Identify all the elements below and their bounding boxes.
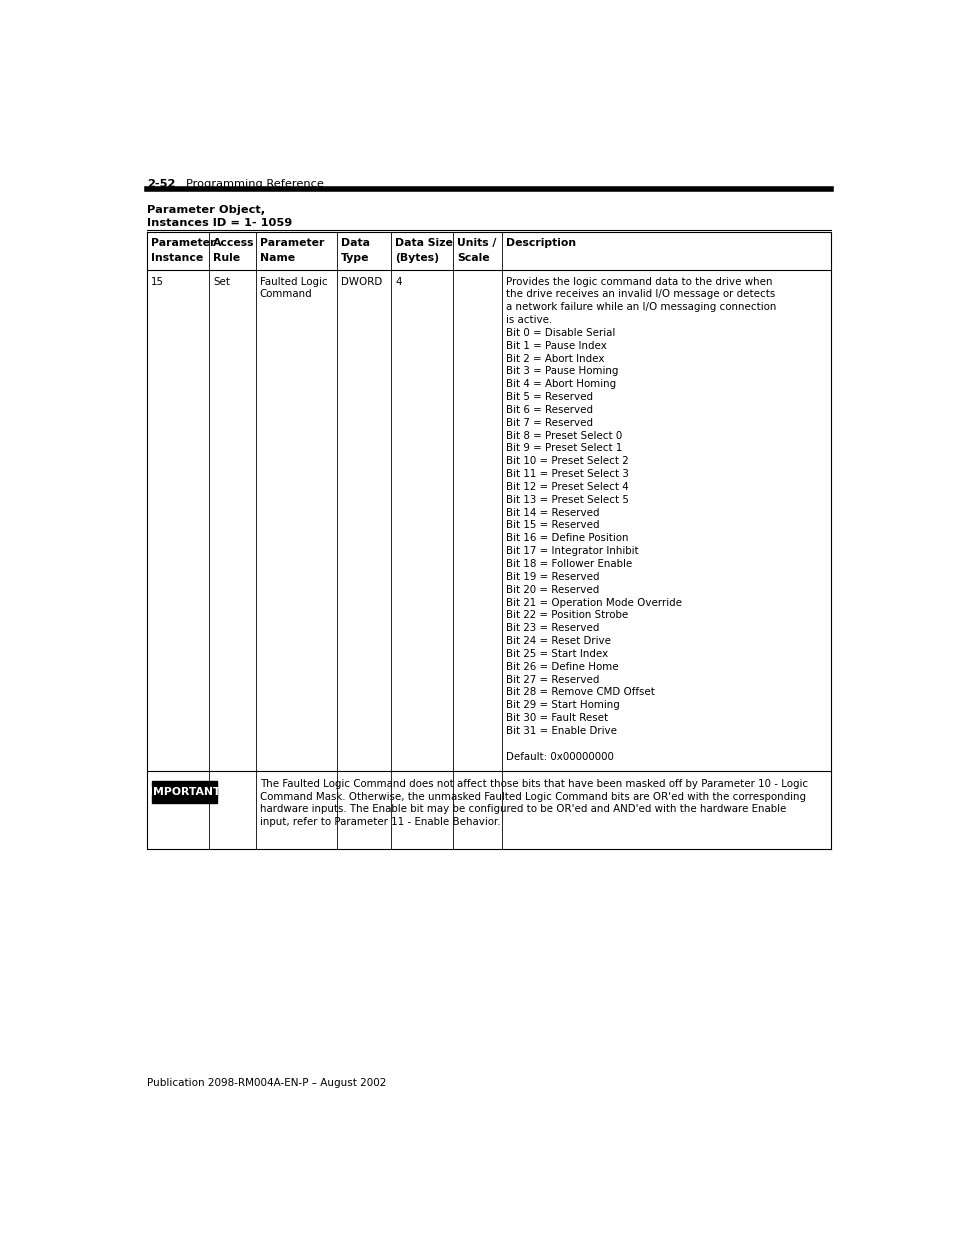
Text: Publication 2098-RM004A-EN-P – August 2002: Publication 2098-RM004A-EN-P – August 20… (147, 1078, 386, 1088)
Text: is active.: is active. (505, 315, 552, 325)
Text: Bit 29 = Start Homing: Bit 29 = Start Homing (505, 700, 619, 710)
Text: Parameter: Parameter (259, 237, 324, 247)
Text: Bit 16 = Define Position: Bit 16 = Define Position (505, 534, 628, 543)
Text: Bit 27 = Reserved: Bit 27 = Reserved (505, 674, 598, 684)
Text: 4: 4 (395, 277, 401, 287)
Text: the drive receives an invalid I/O message or detects: the drive receives an invalid I/O messag… (505, 289, 775, 299)
Text: Bit 30 = Fault Reset: Bit 30 = Fault Reset (505, 713, 607, 722)
Text: Bit 24 = Reset Drive: Bit 24 = Reset Drive (505, 636, 610, 646)
Text: Rule: Rule (213, 253, 240, 263)
Text: Instance: Instance (151, 253, 203, 263)
Text: Command Mask. Otherwise, the unmasked Faulted Logic Command bits are OR'ed with : Command Mask. Otherwise, the unmasked Fa… (259, 792, 805, 802)
Text: Bit 1 = Pause Index: Bit 1 = Pause Index (505, 341, 606, 351)
Text: Bit 13 = Preset Select 5: Bit 13 = Preset Select 5 (505, 495, 628, 505)
Text: Bit 20 = Reserved: Bit 20 = Reserved (505, 584, 598, 595)
Text: Bit 8 = Preset Select 0: Bit 8 = Preset Select 0 (505, 431, 621, 441)
Text: IMPORTANT: IMPORTANT (149, 787, 220, 797)
Text: Name: Name (259, 253, 294, 263)
Text: Access: Access (213, 237, 254, 247)
Text: Units /: Units / (456, 237, 496, 247)
Text: Bit 11 = Preset Select 3: Bit 11 = Preset Select 3 (505, 469, 628, 479)
Text: Command: Command (259, 289, 312, 299)
Text: Bit 9 = Preset Select 1: Bit 9 = Preset Select 1 (505, 443, 621, 453)
Text: (Bytes): (Bytes) (395, 253, 438, 263)
Text: a network failure while an I/O messaging connection: a network failure while an I/O messaging… (505, 303, 776, 312)
Text: Bit 6 = Reserved: Bit 6 = Reserved (505, 405, 593, 415)
Text: Parameter: Parameter (151, 237, 215, 247)
Text: The Faulted Logic Command does not affect those bits that have been masked off b: The Faulted Logic Command does not affec… (259, 779, 807, 789)
Text: Scale: Scale (456, 253, 489, 263)
Text: Data: Data (341, 237, 370, 247)
Text: Bit 15 = Reserved: Bit 15 = Reserved (505, 520, 598, 531)
Text: Bit 10 = Preset Select 2: Bit 10 = Preset Select 2 (505, 456, 628, 467)
Text: Instances ID = 1- 1059: Instances ID = 1- 1059 (147, 217, 293, 227)
Text: Bit 0 = Disable Serial: Bit 0 = Disable Serial (505, 329, 615, 338)
Text: Bit 17 = Integrator Inhibit: Bit 17 = Integrator Inhibit (505, 546, 638, 556)
Text: 15: 15 (151, 277, 164, 287)
Text: Bit 12 = Preset Select 4: Bit 12 = Preset Select 4 (505, 482, 628, 492)
Text: Default: 0x00000000: Default: 0x00000000 (505, 752, 613, 762)
Text: Bit 19 = Reserved: Bit 19 = Reserved (505, 572, 598, 582)
Text: Bit 31 = Enable Drive: Bit 31 = Enable Drive (505, 726, 617, 736)
Text: Bit 7 = Reserved: Bit 7 = Reserved (505, 417, 593, 427)
Text: Bit 21 = Operation Mode Override: Bit 21 = Operation Mode Override (505, 598, 681, 608)
Text: Programming Reference: Programming Reference (186, 179, 323, 189)
Text: Faulted Logic: Faulted Logic (259, 277, 327, 287)
Text: Bit 22 = Position Strobe: Bit 22 = Position Strobe (505, 610, 627, 620)
Text: Bit 23 = Reserved: Bit 23 = Reserved (505, 624, 598, 634)
Bar (152, 781, 216, 804)
Text: hardware inputs. The Enable bit may be configured to be OR'ed and AND'ed with th: hardware inputs. The Enable bit may be c… (259, 804, 785, 814)
Text: Provides the logic command data to the drive when: Provides the logic command data to the d… (505, 277, 772, 287)
Text: 2-52: 2-52 (147, 179, 175, 189)
Text: input, refer to Parameter 11 - Enable Behavior.: input, refer to Parameter 11 - Enable Be… (259, 818, 499, 827)
Text: Bit 18 = Follower Enable: Bit 18 = Follower Enable (505, 559, 632, 569)
Text: Data Size: Data Size (395, 237, 453, 247)
Text: Bit 28 = Remove CMD Offset: Bit 28 = Remove CMD Offset (505, 688, 654, 698)
Text: Bit 14 = Reserved: Bit 14 = Reserved (505, 508, 598, 517)
Text: Set: Set (213, 277, 230, 287)
Text: Bit 3 = Pause Homing: Bit 3 = Pause Homing (505, 367, 618, 377)
Text: Bit 25 = Start Index: Bit 25 = Start Index (505, 648, 608, 659)
Text: DWORD: DWORD (341, 277, 382, 287)
Text: Parameter Object,: Parameter Object, (147, 205, 265, 215)
Text: Type: Type (341, 253, 369, 263)
Text: Bit 26 = Define Home: Bit 26 = Define Home (505, 662, 618, 672)
Text: Bit 4 = Abort Homing: Bit 4 = Abort Homing (505, 379, 616, 389)
Text: Description: Description (505, 237, 576, 247)
Text: Bit 5 = Reserved: Bit 5 = Reserved (505, 393, 593, 403)
Text: Bit 2 = Abort Index: Bit 2 = Abort Index (505, 353, 604, 363)
